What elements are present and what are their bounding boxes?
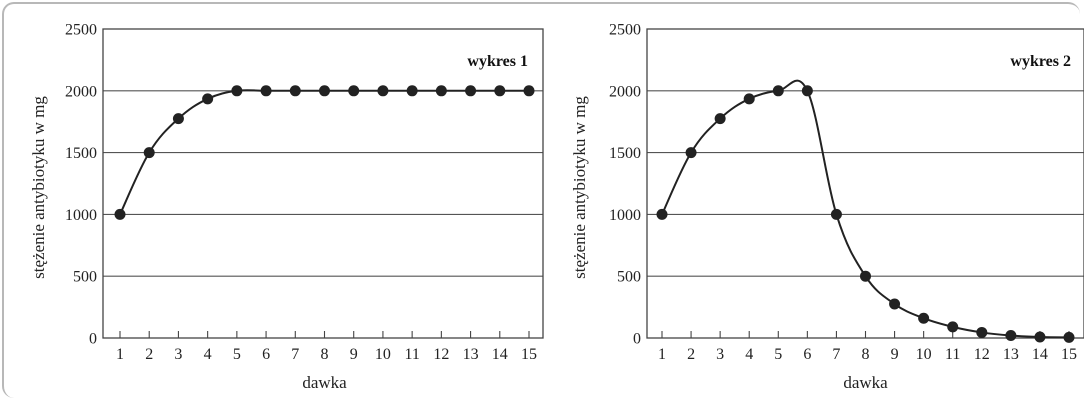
chart-2-data-point bbox=[801, 85, 813, 97]
chart-2-data-point bbox=[656, 208, 668, 220]
chart-1-x-tick-label: 12 bbox=[433, 346, 449, 363]
chart-2-data-point bbox=[743, 93, 755, 105]
chart-2-x-tick-label: 7 bbox=[832, 346, 840, 363]
chart-2-x-tick-label: 10 bbox=[916, 346, 932, 363]
chart-1-y-tick-label: 0 bbox=[89, 331, 97, 348]
chart-2-x-tick-label: 3 bbox=[716, 346, 724, 363]
chart-1-data-point bbox=[231, 85, 243, 97]
chart-1-data-point bbox=[143, 147, 155, 159]
chart-2-x-tick-label: 9 bbox=[891, 346, 899, 363]
chart-2-data-point bbox=[1063, 331, 1075, 343]
chart-2-x-tick-label: 5 bbox=[774, 346, 782, 363]
chart-2-y-ticks: 0 500 1000 1500 2000 2500 bbox=[609, 22, 641, 348]
chart-1-title: wykres 1 bbox=[467, 53, 528, 70]
chart-2-data-point bbox=[1005, 330, 1017, 342]
chart-2-data-point bbox=[714, 113, 726, 125]
chart-2-plot-border bbox=[646, 28, 1084, 339]
figure-frame bbox=[2, 2, 1080, 398]
chart-1-x-tick-label: 5 bbox=[233, 346, 241, 363]
chart-1-y-tick-label: 1500 bbox=[65, 145, 97, 162]
chart-2-y-tick-label: 2000 bbox=[609, 83, 641, 100]
chart-1-data-point bbox=[260, 85, 272, 97]
chart-2-x-axis-label: dawka bbox=[843, 373, 888, 392]
chart-1-x-tick-label: 10 bbox=[375, 346, 391, 363]
chart-2-x-tick-label: 13 bbox=[1003, 346, 1019, 363]
chart-2-gridlines bbox=[647, 90, 1084, 277]
chart-1-y-tick-label: 1000 bbox=[65, 207, 97, 224]
chart-1-data-point bbox=[435, 85, 447, 97]
chart-2-y-axis-label: stężenie antybiotyku w mg bbox=[570, 96, 589, 279]
chart-1-x-ticks: 1 2 3 4 5 6 7 8 9 10 11 12 13 14 15 bbox=[116, 331, 537, 363]
chart-1-x-axis-label: dawka bbox=[302, 373, 347, 392]
chart-2-x-tick-label: 11 bbox=[945, 346, 960, 363]
chart-1-data-point bbox=[348, 85, 360, 97]
chart-1-data-point bbox=[319, 85, 330, 97]
chart-2-title: wykres 2 bbox=[1010, 53, 1071, 70]
chart-2-x-ticks: 1 2 3 4 5 6 7 8 9 10 11 12 13 14 15 bbox=[658, 331, 1077, 363]
chart-1-x-tick-label: 1 bbox=[116, 346, 124, 363]
chart-2-data-point bbox=[976, 326, 988, 338]
chart-1-points bbox=[114, 85, 535, 220]
chart-2-x-tick-label: 14 bbox=[1032, 346, 1048, 363]
chart-1-x-tick-label: 3 bbox=[174, 346, 182, 363]
chart-1-x-tick-label: 7 bbox=[291, 346, 299, 363]
chart-1-data-point bbox=[465, 85, 477, 97]
chart-1-data-point bbox=[494, 85, 506, 97]
chart-2-y-tick-label: 500 bbox=[617, 269, 641, 286]
chart-1-y-tick-label: 500 bbox=[73, 269, 97, 286]
chart-1-y-ticks: 0 500 1000 1500 2000 2500 bbox=[65, 22, 97, 348]
chart-1-x-tick-label: 2 bbox=[145, 346, 153, 363]
chart-2-data-point bbox=[830, 208, 842, 220]
chart-1-gridlines bbox=[103, 90, 543, 277]
chart-2-series-line bbox=[661, 79, 1070, 339]
chart-1-x-tick-label: 4 bbox=[204, 346, 212, 363]
chart-2-x-tick-label: 2 bbox=[687, 346, 695, 363]
chart-1-x-tick-label: 6 bbox=[262, 346, 270, 363]
chart-1-data-point bbox=[406, 85, 418, 97]
chart-1-x-tick-label: 14 bbox=[492, 346, 508, 363]
chart-1-data-point bbox=[289, 85, 301, 97]
chart-2-points bbox=[656, 85, 1075, 343]
chart-1-data-point bbox=[202, 93, 214, 105]
chart-2-data-point bbox=[860, 270, 871, 282]
chart-1-data-point bbox=[523, 85, 535, 97]
chart-1-x-tick-label: 8 bbox=[321, 346, 329, 363]
chart-1-y-tick-label: 2500 bbox=[65, 22, 97, 39]
chart-2-data-point bbox=[947, 321, 959, 333]
chart-2-data-point bbox=[772, 85, 784, 97]
chart-1-x-tick-label: 13 bbox=[463, 346, 479, 363]
chart-2-x-tick-label: 12 bbox=[974, 346, 990, 363]
chart-1-x-tick-label: 11 bbox=[404, 346, 419, 363]
chart-1-data-point bbox=[377, 85, 389, 97]
chart-2-data-point bbox=[685, 147, 697, 159]
chart-2-data-point bbox=[889, 298, 901, 310]
chart-2-x-tick-label: 1 bbox=[658, 346, 666, 363]
chart-2-data-point bbox=[918, 312, 930, 324]
chart-2-y-tick-label: 1500 bbox=[609, 145, 641, 162]
chart-1-data-point bbox=[114, 208, 126, 220]
chart-2-data-point bbox=[1034, 331, 1046, 343]
chart-1-x-tick-label: 15 bbox=[521, 346, 537, 363]
chart-2-y-tick-label: 1000 bbox=[609, 207, 641, 224]
chart-2-x-tick-label: 4 bbox=[745, 346, 753, 363]
chart-2-y-tick-label: 0 bbox=[633, 331, 641, 348]
chart-1-x-tick-label: 9 bbox=[350, 346, 358, 363]
chart-2-x-tick-label: 6 bbox=[803, 346, 811, 363]
chart-1-plot-border bbox=[102, 28, 544, 339]
chart-1-y-tick-label: 2000 bbox=[65, 83, 97, 100]
chart-1-data-point bbox=[172, 113, 184, 125]
chart-2-y-tick-label: 2500 bbox=[609, 22, 641, 39]
chart-2-x-tick-label: 8 bbox=[862, 346, 870, 363]
chart-2-x-tick-label: 15 bbox=[1061, 346, 1077, 363]
chart-1-y-axis-label: stężenie antybiotyku w mg bbox=[29, 96, 48, 279]
